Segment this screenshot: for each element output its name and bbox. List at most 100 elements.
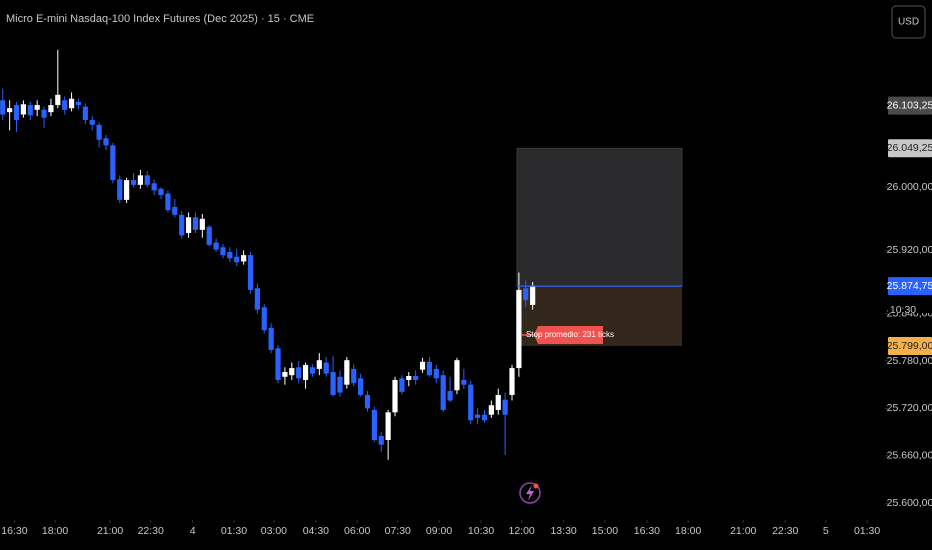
candle-body — [27, 105, 33, 116]
candle-body — [0, 100, 6, 115]
target-tag-box — [888, 139, 932, 158]
alert-icon[interactable] — [519, 482, 541, 504]
candle-body — [516, 289, 522, 369]
x-tick-label: 06:00 — [344, 525, 370, 537]
candle-body — [488, 405, 494, 415]
x-tick-label: 01:30 — [221, 525, 247, 537]
candle-body — [309, 367, 316, 374]
candle-body — [406, 375, 412, 380]
x-tick-label: 07:30 — [385, 525, 411, 537]
currency-label[interactable]: USD — [898, 17, 919, 28]
x-tick-label: 03:00 — [261, 525, 287, 537]
candle-body — [13, 105, 20, 121]
candle-body — [7, 108, 13, 113]
candle-body — [419, 361, 426, 370]
currency-button[interactable] — [891, 5, 926, 39]
candle-body — [220, 247, 226, 256]
candle-body — [55, 94, 61, 106]
target-tag-label: 26.049,25 — [887, 142, 932, 154]
candle-body — [206, 226, 212, 245]
candle-body — [316, 360, 322, 369]
candle-body — [199, 218, 205, 230]
x-tick-label: 18:00 — [42, 525, 68, 537]
candle-body — [378, 436, 384, 445]
candle-body — [426, 361, 433, 376]
candle-body — [358, 378, 364, 395]
high-marker-label: 26.103,25 — [887, 99, 932, 111]
candle-body — [20, 104, 26, 115]
x-tick-label: 5 — [823, 525, 829, 537]
candle-body — [371, 409, 377, 440]
candle-body — [241, 255, 247, 262]
chart-title: Micro E-mini Nasdaq-100 Index Futures (D… — [6, 13, 314, 25]
candle-body — [185, 217, 192, 234]
x-tick-label: 10:30 — [468, 525, 494, 537]
candle-body — [337, 376, 343, 393]
candle-body — [440, 375, 446, 410]
entry-tag-box — [888, 277, 932, 296]
candle-body — [227, 251, 233, 259]
x-tick-label: 22:30 — [138, 525, 164, 537]
y-tick-label: 25.600,00 — [887, 497, 932, 509]
note-text: Stop promedio: 231 ticks — [526, 330, 614, 339]
candle-body — [385, 412, 391, 440]
y-tick-label: 26.000,00 — [887, 181, 932, 193]
y-tick-label: 25.920,00 — [887, 244, 932, 256]
x-tick-label: 21:00 — [97, 525, 123, 537]
candle-body — [82, 106, 88, 121]
x-tick-label: 4 — [190, 525, 196, 537]
y-tick-label: 25.660,00 — [887, 450, 932, 462]
x-tick-label: 13:30 — [550, 525, 576, 537]
candle-body — [323, 362, 329, 374]
stop-tag-label: 25.799,00 — [887, 340, 932, 352]
candle-body — [213, 242, 219, 250]
candle-body — [68, 98, 75, 109]
candle-body — [124, 180, 130, 200]
candle-body — [344, 360, 350, 385]
candle-body — [495, 394, 501, 410]
y-tick-label: 25.720,00 — [887, 402, 932, 414]
x-tick-label: 12:00 — [509, 525, 535, 537]
entry-tag-label: 25.874,75 — [887, 280, 932, 292]
stop-tag-box — [888, 336, 932, 355]
alert-icon-dot[interactable] — [533, 483, 539, 489]
candle-body — [481, 414, 488, 421]
candle-body — [275, 348, 281, 380]
countdown: 10:30 — [890, 304, 916, 316]
candle-body — [172, 206, 178, 215]
x-tick-label: 01:30 — [854, 525, 880, 537]
candle-body — [234, 256, 240, 263]
high-marker-box — [888, 96, 932, 115]
candle-body — [62, 100, 68, 110]
candle-body — [34, 105, 40, 110]
candle-body — [461, 379, 467, 385]
candle-body — [89, 120, 95, 125]
x-tick-label: 21:00 — [730, 525, 756, 537]
candle-body — [502, 399, 508, 415]
y-tick-label: 25.780,00 — [887, 355, 932, 367]
candle-body — [454, 360, 460, 391]
candle-body — [110, 145, 116, 181]
candle-body — [351, 368, 357, 384]
candle-body — [282, 372, 288, 377]
candle-body — [523, 288, 529, 301]
x-tick-label: 04:30 — [303, 525, 329, 537]
candle-body — [364, 394, 371, 409]
candle-body — [474, 414, 481, 418]
candle-body — [296, 367, 302, 379]
candle-body — [117, 179, 123, 200]
candle-body — [41, 109, 47, 118]
candle-body — [289, 368, 295, 376]
candle-body — [433, 368, 439, 379]
candle-body — [509, 368, 515, 395]
candle-body — [144, 175, 150, 185]
alert-icon-ring[interactable] — [519, 482, 541, 504]
alert-icon-bolt[interactable] — [526, 485, 534, 501]
candle-body — [103, 138, 109, 146]
candle-body — [247, 255, 254, 290]
candle-body — [192, 217, 199, 230]
candle-body — [268, 327, 274, 350]
candle-body — [130, 180, 137, 185]
x-tick-label: 16:30 — [634, 525, 660, 537]
